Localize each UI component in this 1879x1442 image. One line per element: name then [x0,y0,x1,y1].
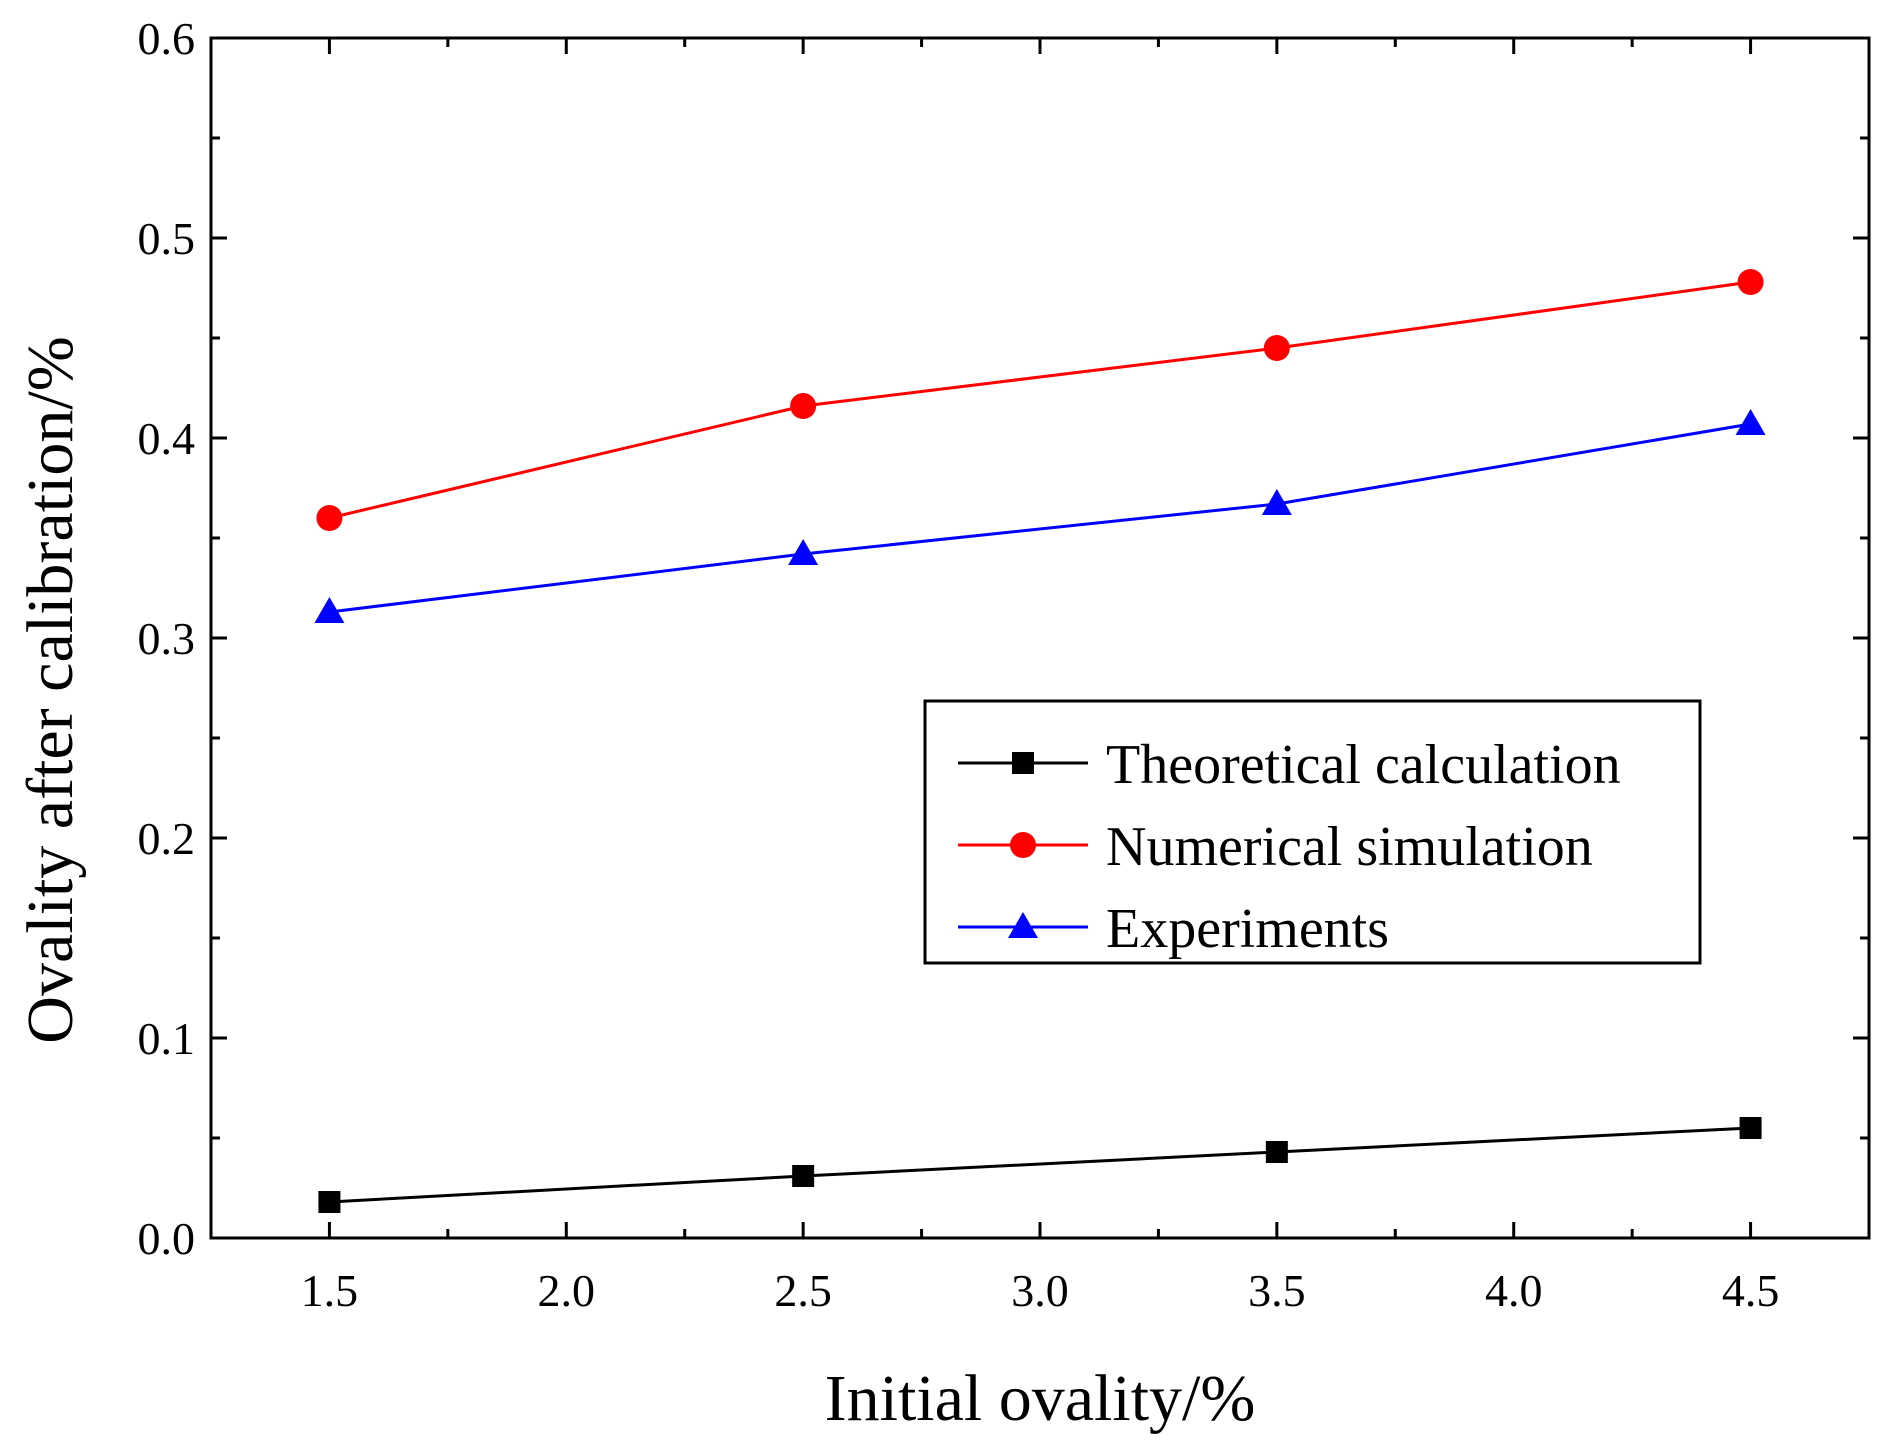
data-point [318,1191,341,1213]
data-point [788,539,819,565]
series-line [329,1126,1751,1204]
x-tick-label: 2.0 [538,1265,596,1316]
legend-box [923,699,1702,965]
x-axis-title: Initial ovality/% [825,1362,1256,1435]
x-tick-label: 3.0 [1011,1265,1069,1316]
data-point [316,505,343,531]
y-tick-label: 0.3 [138,613,196,664]
legend-marker [1012,752,1034,774]
y-tick-label: 0.0 [138,1213,196,1264]
y-tick-label: 0.6 [138,13,196,64]
y-tick-label: 0.2 [138,813,196,864]
series-experiments [314,409,1766,623]
legend-marker [1010,832,1036,858]
series-numerical-simulation [316,269,1764,531]
series-theoretical-calculation [318,1117,1762,1213]
data-point [1261,489,1292,515]
y-tick-label: 0.5 [138,213,196,264]
legend-label: Experiments [1106,898,1389,960]
legend: Theoretical calculation Numerical simulat… [923,699,1702,965]
legend-label: Numerical simulation [1106,816,1593,878]
data-point [1263,335,1290,361]
series-line [329,280,1751,520]
x-tick-label: 1.5 [301,1265,359,1316]
data-point [790,393,817,419]
data-point [1265,1141,1288,1163]
axis-ticks [211,36,1869,1240]
x-tick-label: 4.5 [1722,1265,1780,1316]
series-layer [314,269,1766,1213]
data-point [1735,409,1766,435]
x-tick-label: 4.0 [1485,1265,1543,1316]
y-tick-label: 0.4 [138,413,196,464]
data-point [1737,269,1764,295]
plot-frame [209,36,1871,1240]
data-point [792,1165,815,1187]
x-tick-label: 2.5 [774,1265,832,1316]
legend-label: Theoretical calculation [1106,734,1621,796]
x-tick-label: 3.5 [1248,1265,1306,1316]
tick-labels: 1.5 2.0 2.5 3.0 3.5 4.0 4.5 0.0 0.1 0.2 0.3 0.4 0.5 0… [138,13,1780,1316]
y-tick-label: 0.1 [138,1013,196,1064]
legend-marker [1008,912,1038,938]
data-point [1739,1117,1762,1139]
data-point [314,597,345,623]
legend-items: Theoretical calculation Numerical simulat… [958,734,1621,960]
y-axis-title: Ovality after calibration/% [14,336,87,1043]
series-line [329,422,1751,614]
